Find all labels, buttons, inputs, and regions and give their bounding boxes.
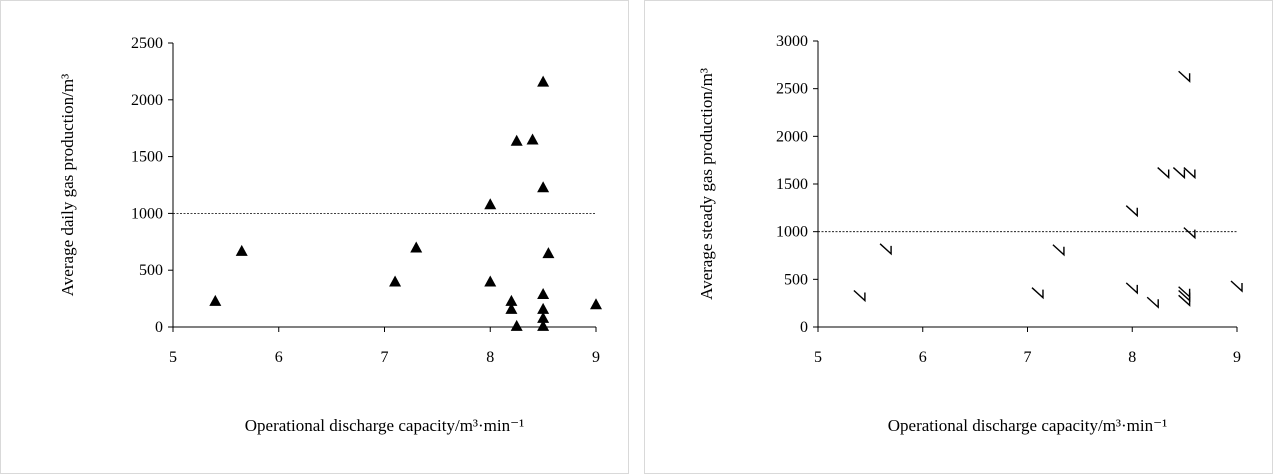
y-tick-label: 2000 <box>131 92 163 109</box>
data-point <box>510 319 523 331</box>
data-point <box>537 319 550 331</box>
daily-gas-scatter-chart: 0 500 1000 1500 2000 2500 5 6 7 8 9 Average daily g… <box>58 35 602 435</box>
data-point <box>1031 287 1044 300</box>
y-tick-label: 2000 <box>776 128 808 145</box>
x-tick-label: 8 <box>486 349 494 366</box>
y-tick-label: 0 <box>800 319 808 336</box>
x-tick-label: 8 <box>1128 349 1136 366</box>
data-point <box>1178 294 1191 307</box>
x-tick-label: 7 <box>381 349 389 366</box>
y-tick-label: 2500 <box>776 81 808 98</box>
x-axis-title: Operational discharge capacity/m³·min⁻¹ <box>888 416 1167 435</box>
data-point <box>510 134 523 146</box>
y-tick-label: 1500 <box>776 176 808 193</box>
data-point <box>537 75 550 87</box>
x-tick-label: 9 <box>592 349 600 366</box>
data-point <box>1146 296 1159 309</box>
data-point <box>853 290 866 303</box>
data-point <box>209 294 222 306</box>
data-point <box>1178 70 1191 83</box>
data-point <box>505 294 518 306</box>
data-point <box>410 241 423 253</box>
x-axis-title: Operational discharge capacity/m³·min⁻¹ <box>245 416 524 435</box>
y-tick-label: 3000 <box>776 33 808 50</box>
data-point <box>537 181 550 193</box>
y-tick-label: 500 <box>139 262 163 279</box>
data-point <box>1183 167 1196 180</box>
y-tick-label: 1000 <box>776 224 808 241</box>
data-point <box>1125 282 1138 295</box>
x-tick-label: 7 <box>1024 349 1032 366</box>
y-tick-label: 0 <box>155 319 163 336</box>
x-tick-label: 9 <box>1233 349 1241 366</box>
y-tick-label: 1000 <box>131 205 163 222</box>
data-point <box>537 311 550 323</box>
chart-panel-daily: 0 500 1000 1500 2000 2500 5 6 7 8 9 Average daily g… <box>0 0 629 474</box>
data-point <box>537 288 550 300</box>
y-axis-title: Average steady gas production/m³ <box>697 68 716 300</box>
data-point <box>590 298 602 310</box>
data-point <box>1157 167 1170 180</box>
data-point <box>235 244 248 256</box>
data-point <box>505 302 518 314</box>
steady-gas-scatter-chart: 0 500 1000 1500 2000 2500 3000 5 6 7 8 9 Average ste… <box>697 33 1243 435</box>
data-point <box>542 247 555 259</box>
data-point <box>537 302 550 314</box>
y-tick-label: 2500 <box>131 35 163 52</box>
x-tick-label: 5 <box>169 349 177 366</box>
data-point <box>1125 205 1138 218</box>
data-point <box>389 275 402 287</box>
data-point <box>1172 167 1186 180</box>
data-point <box>879 243 892 256</box>
y-tick-label: 500 <box>784 271 808 288</box>
x-tick-label: 6 <box>919 349 927 366</box>
chart-panel-steady: 0 500 1000 1500 2000 2500 3000 5 6 7 8 9 Average ste… <box>644 0 1273 474</box>
x-tick-label: 5 <box>814 349 822 366</box>
data-point <box>484 275 497 287</box>
data-point <box>1052 244 1065 257</box>
y-axis-title: Average daily gas production/m³ <box>58 74 77 296</box>
data-point <box>484 198 497 210</box>
data-point <box>1230 280 1243 293</box>
x-tick-label: 6 <box>275 349 283 366</box>
y-tick-label: 1500 <box>131 149 163 166</box>
data-point <box>1183 227 1196 240</box>
data-point <box>526 133 539 145</box>
